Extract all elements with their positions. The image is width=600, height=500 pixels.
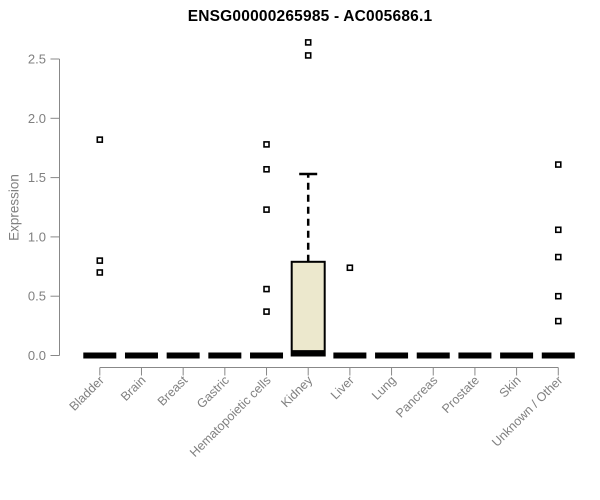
outlier-point — [96, 257, 104, 264]
outlier-point — [346, 264, 354, 272]
outlier-point — [304, 52, 312, 59]
x-tick-label: Prostate — [439, 373, 482, 416]
outlier-point — [263, 285, 270, 293]
y-tick-label: 1.5 — [28, 170, 46, 185]
x-tick-label: Gastric — [194, 373, 232, 411]
x-tick-label: Hematopoietic cells — [187, 373, 274, 460]
outlier-point — [96, 136, 104, 143]
x-tick-label: Breast — [155, 373, 191, 409]
outlier-point — [554, 161, 562, 168]
x-tick-label: Liver — [328, 373, 357, 402]
outlier-point — [263, 308, 270, 315]
outlier-point — [554, 253, 562, 261]
outlier-point — [554, 226, 562, 234]
y-tick-label: 0.5 — [28, 289, 46, 304]
outlier-point — [96, 269, 104, 276]
outlier-point — [554, 292, 562, 300]
chart-title: ENSG00000265985 - AC005686.1 — [187, 8, 433, 25]
y-tick-label: 1.0 — [28, 229, 46, 244]
x-tick-label: Pancreas — [393, 373, 440, 420]
outlier-point — [263, 165, 270, 173]
x-tick-label: Lung — [369, 373, 399, 403]
y-tick-label: 2.5 — [28, 52, 46, 67]
outlier-point — [263, 206, 270, 213]
outlier-point — [263, 141, 270, 148]
x-tick-label: Kidney — [278, 373, 315, 410]
y-axis-title: Expression — [6, 174, 22, 241]
x-tick-label: Brain — [118, 373, 149, 404]
x-tick-label: Unknown / Other — [489, 373, 565, 449]
outlier-point — [554, 317, 562, 325]
outlier-point — [304, 39, 312, 46]
y-tick-label: 0.0 — [28, 348, 46, 363]
x-tick-label: Skin — [497, 373, 524, 400]
x-tick-label: Bladder — [67, 373, 107, 413]
y-tick-label: 2.0 — [28, 111, 46, 126]
box — [290, 260, 326, 357]
